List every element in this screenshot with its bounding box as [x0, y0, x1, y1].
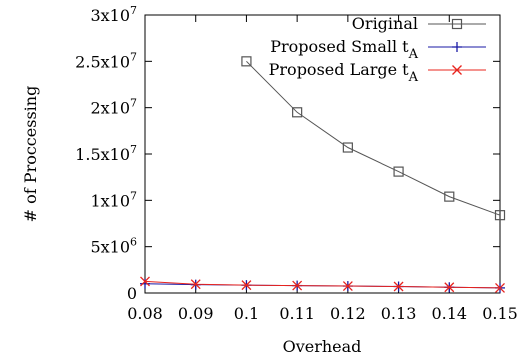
data-point [241, 56, 252, 67]
data-point [241, 280, 252, 291]
series-1 [241, 56, 506, 221]
x-tick-label: 0.1 [234, 304, 259, 323]
data-point [393, 166, 404, 177]
data-point [342, 142, 353, 153]
x-axis-label: Overhead [283, 337, 362, 356]
data-point [292, 107, 303, 118]
legend-item: Proposed Large tA [269, 60, 486, 85]
data-point [494, 210, 506, 221]
legend-swatch-marker [452, 42, 462, 52]
x-tick-label: 0.09 [178, 304, 214, 323]
legend-item: Original [352, 14, 486, 33]
y-tick-label: 1x107 [90, 189, 137, 210]
y-axis: 0 5x106 1x107 1.5x107 2x107 2.5x107 3x107 [75, 4, 500, 303]
y-tick-label: 2x107 [90, 97, 137, 118]
y-tick-label: 3x107 [90, 4, 137, 25]
y-axis-label: # of Proccessing [21, 86, 40, 223]
data-point [140, 278, 150, 289]
y-tick-label: 2.5x107 [75, 50, 137, 71]
x-tick-label: 0.11 [279, 304, 315, 323]
data-point [495, 282, 505, 293]
series-line [144, 280, 501, 289]
series-line [246, 60, 501, 216]
legend-swatch-marker [451, 18, 463, 30]
legend-item: Proposed Small tA [270, 37, 486, 62]
x-tick-label: 0.15 [482, 304, 518, 323]
x-tick-label: 0.14 [431, 304, 467, 323]
series-3 [140, 276, 505, 293]
x-tick-label: 0.13 [381, 304, 417, 323]
x-tick-label: 0.08 [127, 304, 163, 323]
x-tick-label: 0.12 [330, 304, 366, 323]
y-tick-label: 1.5x107 [75, 143, 137, 164]
legend-label: Original [352, 14, 418, 33]
x-axis: 0.08 0.09 0.1 0.11 0.12 0.13 0.14 0.15 [127, 15, 518, 323]
data-point [292, 280, 303, 291]
data-point [444, 282, 455, 293]
y-tick-label: 5x106 [90, 236, 137, 257]
legend-label: Proposed Large tA [269, 60, 419, 85]
data-point [342, 281, 353, 292]
legend-swatch-marker [452, 65, 462, 75]
legend-label: Proposed Small tA [270, 37, 418, 62]
data-point [444, 191, 455, 202]
y-tick-label: 0 [127, 284, 137, 303]
data-point [140, 276, 150, 287]
plot-frame [144, 14, 501, 294]
data-point [190, 279, 201, 290]
data-point [393, 281, 404, 292]
series-layer [140, 56, 506, 293]
